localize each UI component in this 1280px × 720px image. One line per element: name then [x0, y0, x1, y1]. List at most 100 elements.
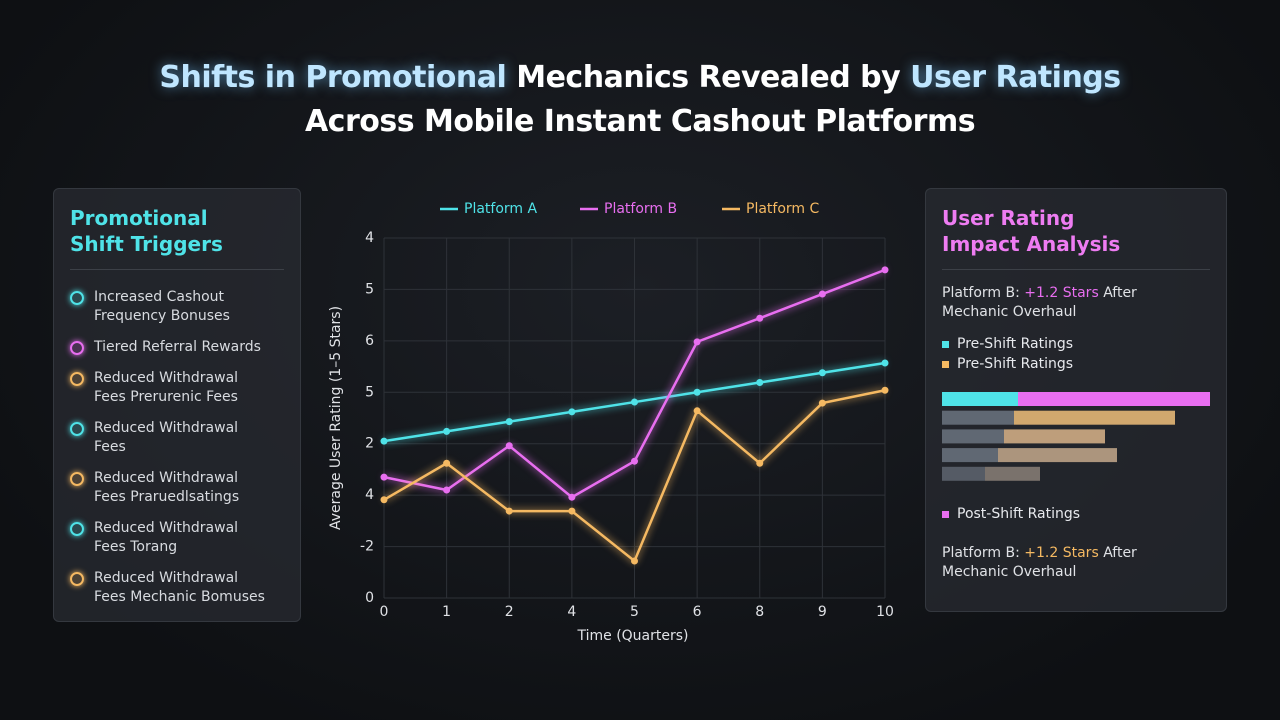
title-line2: Across Mobile Instant Cashout Platforms — [304, 104, 976, 139]
bar-segment — [1018, 392, 1210, 406]
series-line — [383, 389, 886, 563]
legend-item: Pre-Shift Ratings — [942, 356, 1210, 372]
text: Platform B: — [942, 545, 1020, 561]
point — [693, 388, 701, 396]
title-line1: Shifts in Promotional Mechanics Revealed… — [0, 60, 1280, 95]
point — [818, 399, 826, 407]
text: After Mechanic Overhaul — [942, 545, 1137, 580]
icon — [70, 572, 84, 586]
trigger-item: Increased Cashout Frequency Bonuses — [70, 288, 284, 326]
point — [568, 493, 576, 501]
point — [631, 398, 638, 406]
x-tick-label: 6 — [693, 604, 702, 620]
y-axis-label: Average User Rating (1–5 Stars) — [328, 306, 344, 530]
x-tick-label: 8 — [755, 604, 764, 620]
bar-segment — [942, 466, 985, 481]
text: Platform B: — [942, 285, 1020, 301]
series-line — [383, 361, 886, 443]
y-tick-label: 2 — [365, 436, 374, 452]
bar-chart — [942, 392, 1210, 481]
legend: Pre-Shift Ratings Pre-Shift Ratings — [942, 336, 1210, 372]
point — [443, 486, 451, 494]
panel-title: User Rating Impact Analysis — [942, 206, 1121, 256]
point — [505, 442, 513, 450]
text: After Mechanic Overhaul — [942, 285, 1137, 320]
point — [505, 418, 513, 426]
trigger-item: Reduced Withdrawal Fees Mechanic Bomuses — [70, 569, 284, 607]
divider — [70, 269, 284, 270]
note: Platform B: +1.2 Stars After Mechanic Ov… — [942, 544, 1142, 582]
x-tick-label: 4 — [567, 604, 576, 620]
point — [693, 338, 701, 346]
icon — [70, 341, 84, 355]
point — [881, 359, 889, 367]
point — [693, 407, 701, 415]
trigger-item: Tiered Referral Rewards — [70, 338, 284, 357]
legend-label: Platform C — [746, 201, 819, 217]
trigger-text: Reduced Withdrawal Fees Mechanic Bomuses — [94, 570, 265, 605]
legend-label: Pre-Shift Ratings — [957, 356, 1074, 372]
bar-segment — [998, 448, 1117, 463]
bar-segment — [985, 466, 1040, 481]
point — [505, 507, 513, 515]
trigger-list: Increased Cashout Frequency Bonuses Tiere… — [70, 282, 284, 607]
x-tick-label: 9 — [818, 604, 827, 620]
y-tick-label: 4 — [365, 230, 374, 246]
legend-item: Pre-Shift Ratings — [942, 336, 1210, 352]
icon — [70, 291, 84, 305]
point — [380, 437, 388, 445]
bar-segment — [942, 448, 998, 463]
title-part: Mechanics Revealed by — [516, 60, 901, 95]
trigger-text: Reduced Withdrawal Fees Torang — [94, 520, 239, 555]
point — [568, 408, 576, 416]
bar-segment — [942, 410, 1014, 425]
bar-segment — [942, 429, 1004, 444]
x-tick-label: 2 — [505, 604, 514, 620]
left-panel: Promotional Shift Triggers Increased Cas… — [53, 188, 301, 622]
icon — [70, 472, 84, 486]
trigger-item: Reduced Withdrawal Fees Praruedlsatings — [70, 469, 284, 507]
trigger-item: Reduced Withdrawal Fees Torang — [70, 519, 284, 557]
point — [443, 427, 451, 435]
legend-label: Pre-Shift Ratings — [957, 336, 1074, 352]
note: Platform B: +1.2 Stars After Mechanic Ov… — [942, 284, 1142, 322]
x-tick-label: 10 — [876, 604, 894, 620]
x-tick-label: 0 — [380, 604, 389, 620]
point — [818, 369, 826, 377]
y-tick-label: -2 — [360, 539, 374, 555]
trigger-text: Reduced Withdrawal Fees — [94, 420, 239, 455]
x-axis-label: Time (Quarters) — [576, 628, 688, 644]
series-line — [383, 268, 886, 499]
point — [756, 459, 764, 467]
point — [380, 496, 388, 504]
title-part: Shifts in Promotional — [159, 60, 507, 95]
legend-item: Post-Shift Ratings — [942, 506, 1210, 522]
trigger-text: Increased Cashout Frequency Bonuses — [94, 289, 230, 324]
divider — [942, 269, 1210, 270]
point — [881, 386, 889, 394]
x-tick-label: 1 — [442, 604, 451, 620]
bar-segment — [1014, 410, 1175, 425]
legend-label: Platform B — [604, 201, 677, 217]
point — [443, 459, 451, 467]
right-panel: User Rating Impact Analysis Platform B: … — [925, 188, 1227, 612]
trigger-item: Reduced Withdrawal Fees — [70, 419, 284, 457]
icon — [70, 372, 84, 386]
title-part: User Ratings — [910, 60, 1121, 95]
bar-segment — [1004, 429, 1105, 444]
y-tick-label: 6 — [365, 333, 374, 349]
text: +1.2 Stars — [1024, 285, 1099, 301]
icon — [70, 522, 84, 536]
y-tick-label: 0 — [365, 590, 374, 606]
point — [818, 290, 826, 298]
trigger-text: Reduced Withdrawal Fees Prerurenic Fees — [94, 370, 239, 405]
text: +1.2 Stars — [1024, 545, 1099, 561]
y-tick-label: 4 — [365, 487, 374, 503]
x-tick-label: 5 — [630, 604, 639, 620]
trigger-text: Tiered Referral Rewards — [94, 339, 261, 355]
icon — [70, 422, 84, 436]
legend-swatch — [942, 340, 949, 348]
bar-block — [942, 392, 1210, 502]
trigger-text: Reduced Withdrawal Fees Praruedlsatings — [94, 470, 240, 505]
